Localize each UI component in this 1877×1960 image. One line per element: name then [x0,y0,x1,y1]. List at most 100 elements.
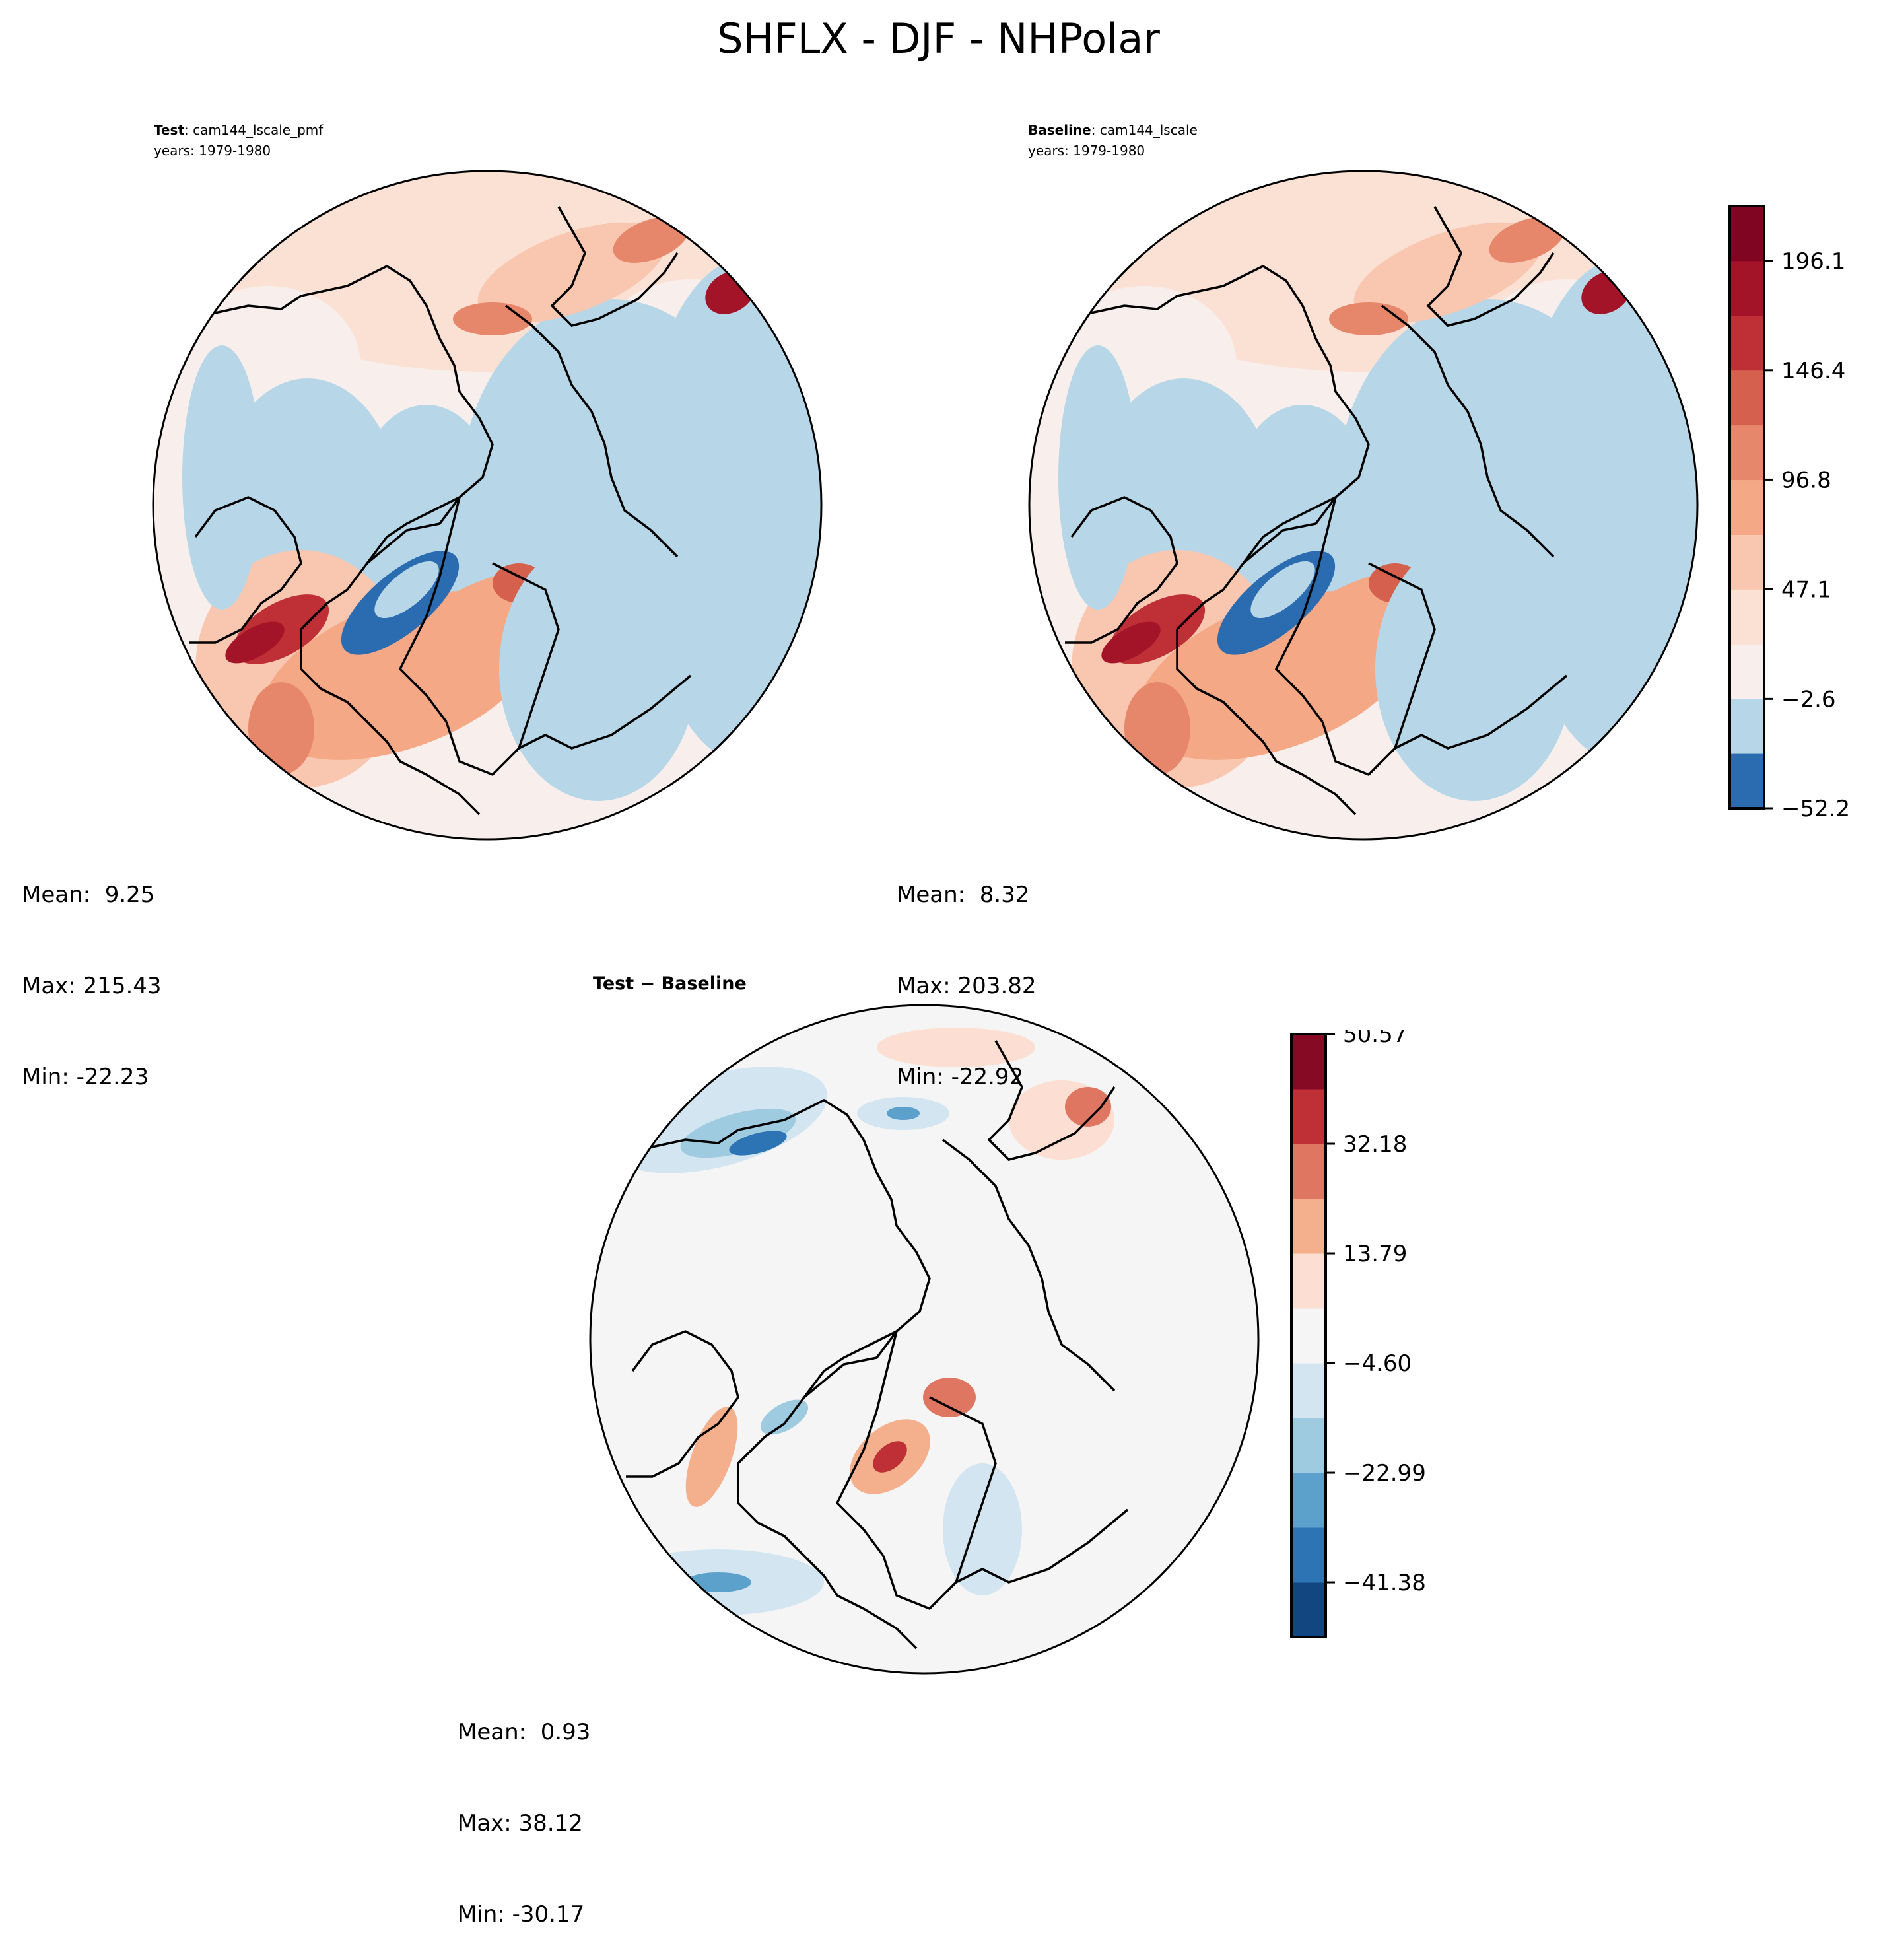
colorbar-bin [1730,699,1764,754]
coastline [1321,674,1568,777]
colorbar-bin [1291,1582,1326,1638]
colorbar-bin [1730,589,1764,645]
field-contour [1489,217,1565,263]
colorbar-bin [1291,1089,1326,1144]
coastline [1242,496,1337,723]
coastline [189,496,302,644]
colorbar-tick-label: −4.60 [1343,1350,1412,1377]
diff-title: Test − Baseline [593,973,747,994]
colorbar-frame [1290,1033,1327,1638]
colorbar-bin [1730,206,1764,262]
colorbar-tick-label: −41.38 [1343,1570,1426,1596]
test-label-case: : cam144_lscale_pmf [184,122,324,138]
coastline [941,1138,1116,1392]
diff-max: Max: 38.12 [458,1810,583,1837]
test-label: Test: cam144_lscale_pmf years: 1979-1980 [154,120,323,161]
colorbar-bin [1291,1034,1326,1090]
diff-stats: Mean: 0.93 Max: 38.12 Min: -30.17 [458,1656,590,1960]
field-contour [1065,1087,1111,1127]
field-contour [1329,302,1408,335]
colorbar-tick-label: 13.79 [1343,1241,1407,1267]
colorbar-tick-label: 96.8 [1781,467,1831,493]
field-contour [453,302,532,335]
colorbar-bin [1291,1199,1326,1254]
baseline-label: Baseline: cam144_lscale years: 1979-1980 [1028,120,1198,161]
field-contour [248,682,314,775]
coastline [882,1508,1129,1611]
colorbar-bin [1291,1418,1326,1473]
colorbar-bin [1730,370,1764,426]
baseline-mean: Mean: 8.32 [897,882,1030,908]
baseline-years: years: 1979-1980 [1028,143,1145,158]
field-contour [923,1378,976,1417]
colorbar-bin [1291,1144,1326,1199]
colorbar-bin [1291,1363,1326,1418]
field-contour [680,1108,796,1158]
figure-title: SHFLX - DJF - NHPolar [717,15,1160,63]
colorbar-frame [1728,205,1765,810]
field-contour [374,561,439,619]
field-contour [887,1107,920,1120]
coastline [1381,304,1555,558]
coastline [929,1396,997,1583]
colorbar-bin [1730,479,1764,535]
coastline [1426,206,1555,327]
map-field [153,171,821,839]
colorbar-bin [1730,644,1764,699]
map-field [1029,171,1697,839]
coastline [504,304,679,558]
diff-min: Min: -30.17 [458,1901,585,1928]
field-contour [685,1407,738,1507]
baseline-label-case: : cam144_lscale [1091,122,1198,138]
diff-mean: Mean: 0.93 [458,1719,591,1745]
field-contour [1058,345,1138,610]
field-contour [613,217,689,263]
colorbar-bin [1291,1308,1326,1364]
colorbar-tick-label: 146.4 [1781,358,1845,384]
baseline-stats: Mean: 8.32 Max: 203.82 Min: -22.92 [897,819,1037,1123]
colorbar-tick-label: 47.1 [1781,577,1831,603]
field-contour [873,1441,907,1473]
baseline-label-bold: Baseline [1028,122,1091,138]
field-contour [943,1463,1022,1595]
baseline-min: Min: -22.92 [897,1064,1024,1090]
field-contour [1124,682,1190,775]
field-contour [182,345,261,610]
test-years: years: 1979-1980 [154,143,271,158]
colorbar-bin [1291,1473,1326,1528]
colorbar-bin [1730,534,1764,590]
coastline [648,1098,931,1650]
map-boundary [1028,170,1699,841]
colorbar-bin [1730,260,1764,316]
diff-colorbar: 50.57 32.18 13.79 −4.60 −22.99 −41.38 [1290,1030,1426,1638]
main-colorbar: 196.1 146.4 96.8 47.1 −2.6 −52.2 [1728,205,1850,819]
coastline [445,674,692,777]
test-max: Max: 215.43 [22,973,162,999]
test-stats: Mean: 9.25 Max: 215.43 Min: -22.23 [22,819,162,1123]
difference-map [589,1004,1260,1675]
test-mean: Mean: 9.25 [22,882,155,908]
colorbar-tick-label: −22.99 [1343,1460,1426,1487]
colorbar-tick-label: 196.1 [1781,248,1845,275]
colorbar-bin [1291,1527,1326,1583]
baseline-max: Max: 203.82 [897,973,1037,999]
colorbar-bin [1730,753,1764,809]
colorbar-bin [1730,315,1764,371]
coastline [1065,496,1178,644]
colorbar-tick-label: −52.2 [1781,796,1850,819]
coastline [211,264,494,816]
test-min: Min: -22.23 [22,1064,149,1090]
map-boundary [589,1004,1260,1675]
field-contour [877,1028,1035,1067]
coastline [492,562,560,749]
field-contour [729,1131,787,1156]
test-map [152,170,823,841]
coastline [987,1040,1116,1161]
colorbar-bin [1291,1253,1326,1309]
colorbar-bin [1730,425,1764,481]
map-boundary [152,170,823,841]
baseline-map [1028,170,1699,841]
coastline [550,206,679,327]
colorbar-tick-label: 50.57 [1343,1030,1407,1048]
field-contour [1101,621,1161,664]
